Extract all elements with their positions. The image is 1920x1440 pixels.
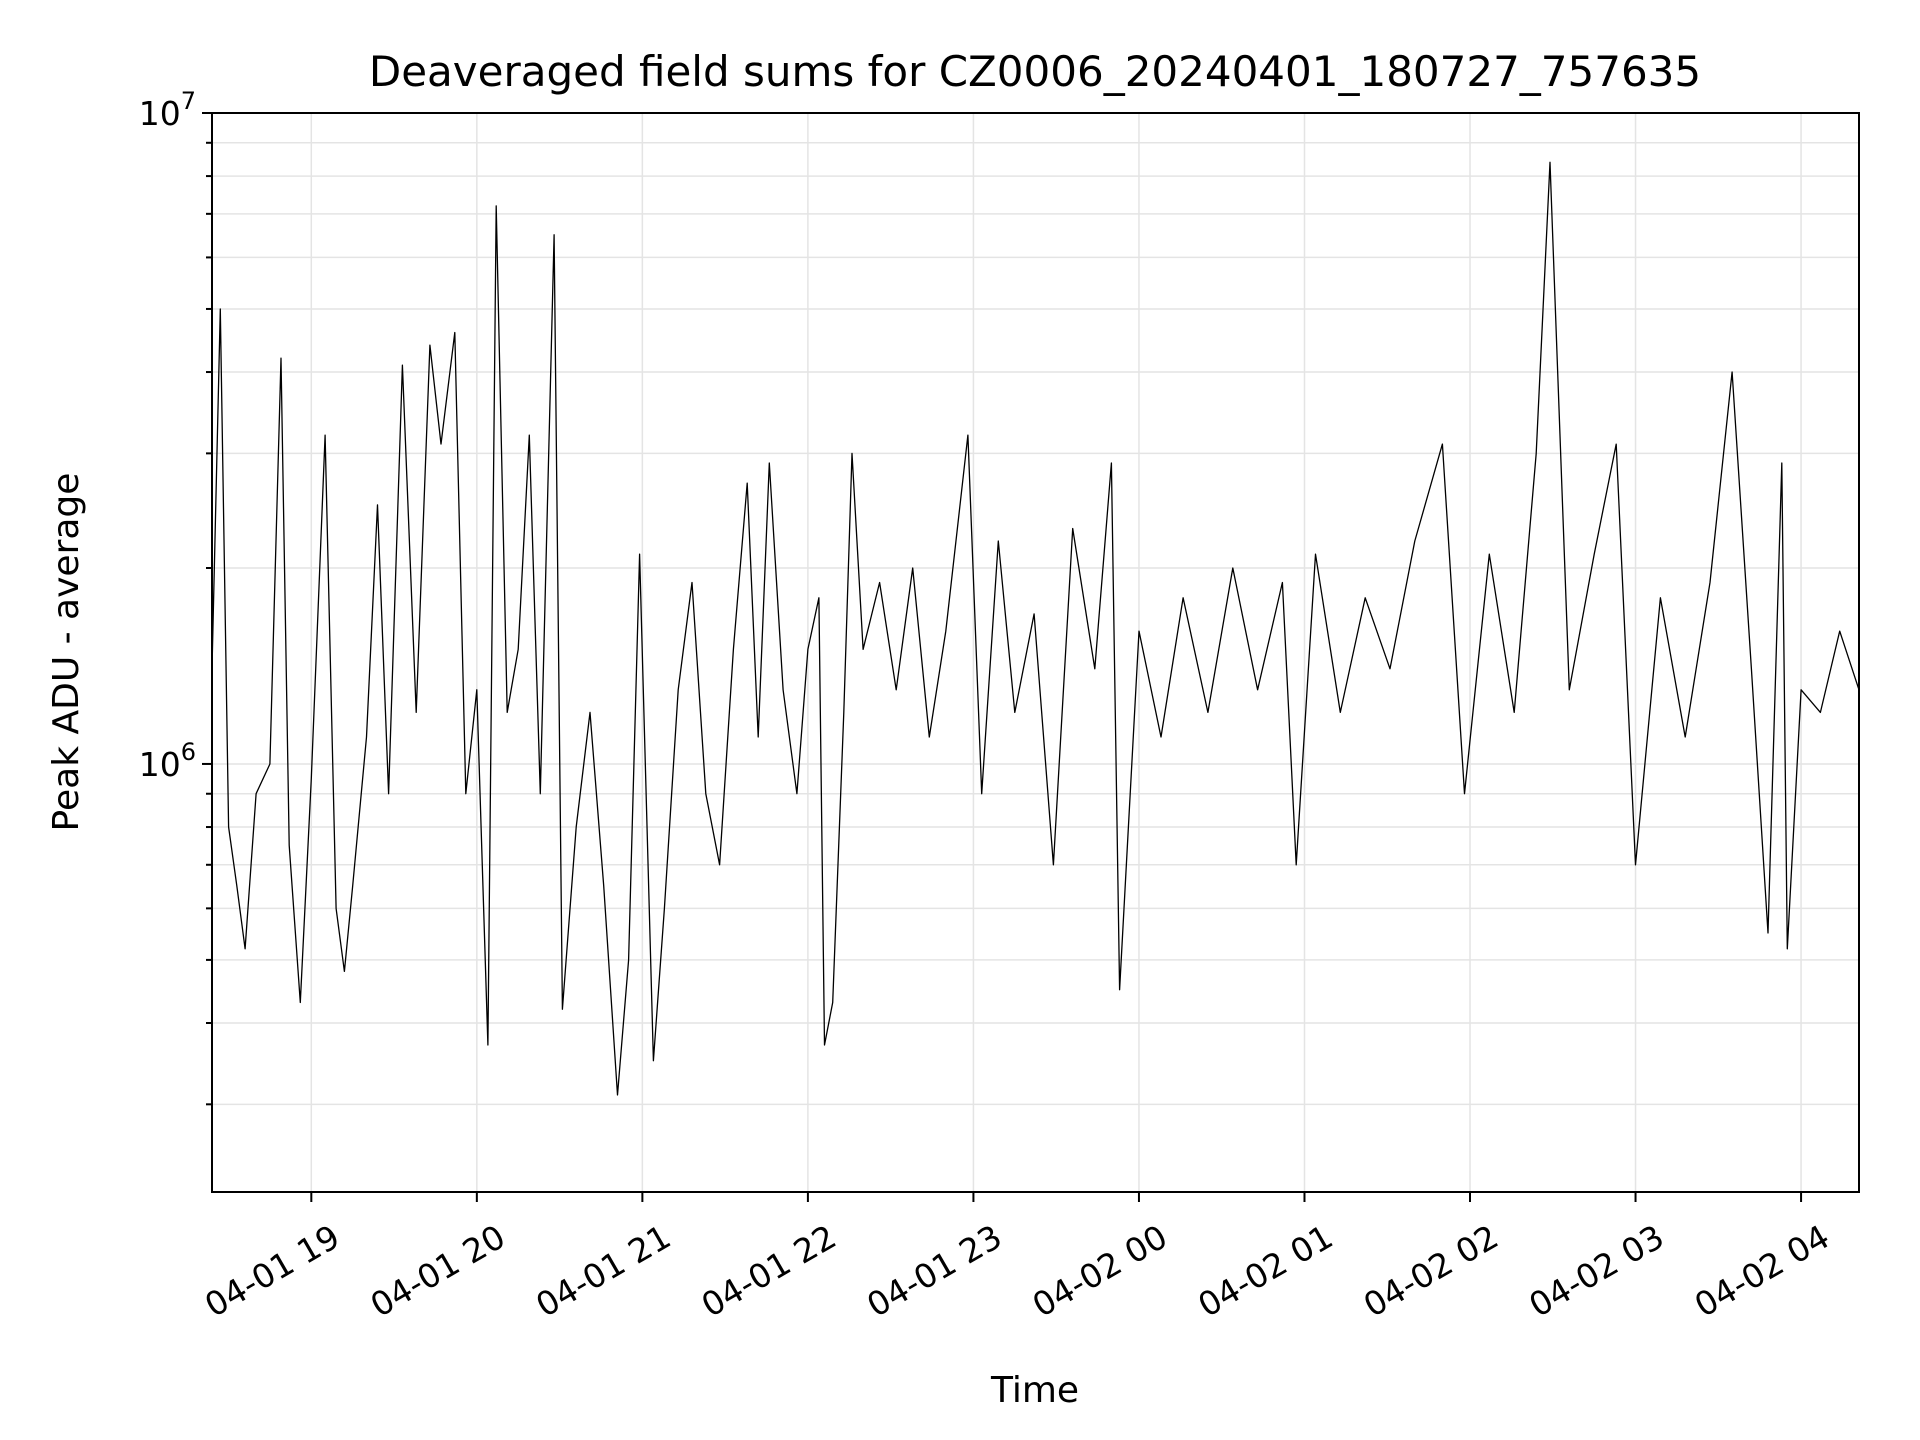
y-tick-label: 107 — [139, 87, 196, 133]
x-tick-label: 04-01 20 — [364, 1217, 512, 1325]
y-axis-label: Peak ADU - average — [46, 473, 87, 832]
x-tick-label: 04-02 02 — [1357, 1217, 1505, 1325]
plot-frame — [211, 112, 1860, 1193]
series-line — [211, 161, 1860, 1096]
x-tick-label: 04-02 01 — [1191, 1217, 1339, 1325]
x-tick-label: 04-02 00 — [1026, 1217, 1174, 1325]
chart-title: Deaveraged field sums for CZ0006_2024040… — [369, 47, 1701, 96]
x-tick-label: 04-01 19 — [198, 1217, 346, 1325]
x-tick-label: 04-01 22 — [695, 1217, 843, 1325]
x-axis-label: Time — [990, 1370, 1079, 1411]
x-tick-label: 04-02 03 — [1522, 1217, 1670, 1325]
y-axis: 106 107 — [139, 87, 212, 1106]
x-tick-label: 04-02 04 — [1688, 1217, 1836, 1325]
grid — [212, 112, 1859, 1192]
x-tick-label: 04-01 23 — [860, 1217, 1008, 1325]
x-tick-label: 04-01 21 — [529, 1217, 677, 1325]
x-axis: 04-01 19 04-01 20 04-01 21 04-01 22 04-01 23… — [198, 1192, 1836, 1325]
y-tick-label: 106 — [139, 738, 196, 784]
